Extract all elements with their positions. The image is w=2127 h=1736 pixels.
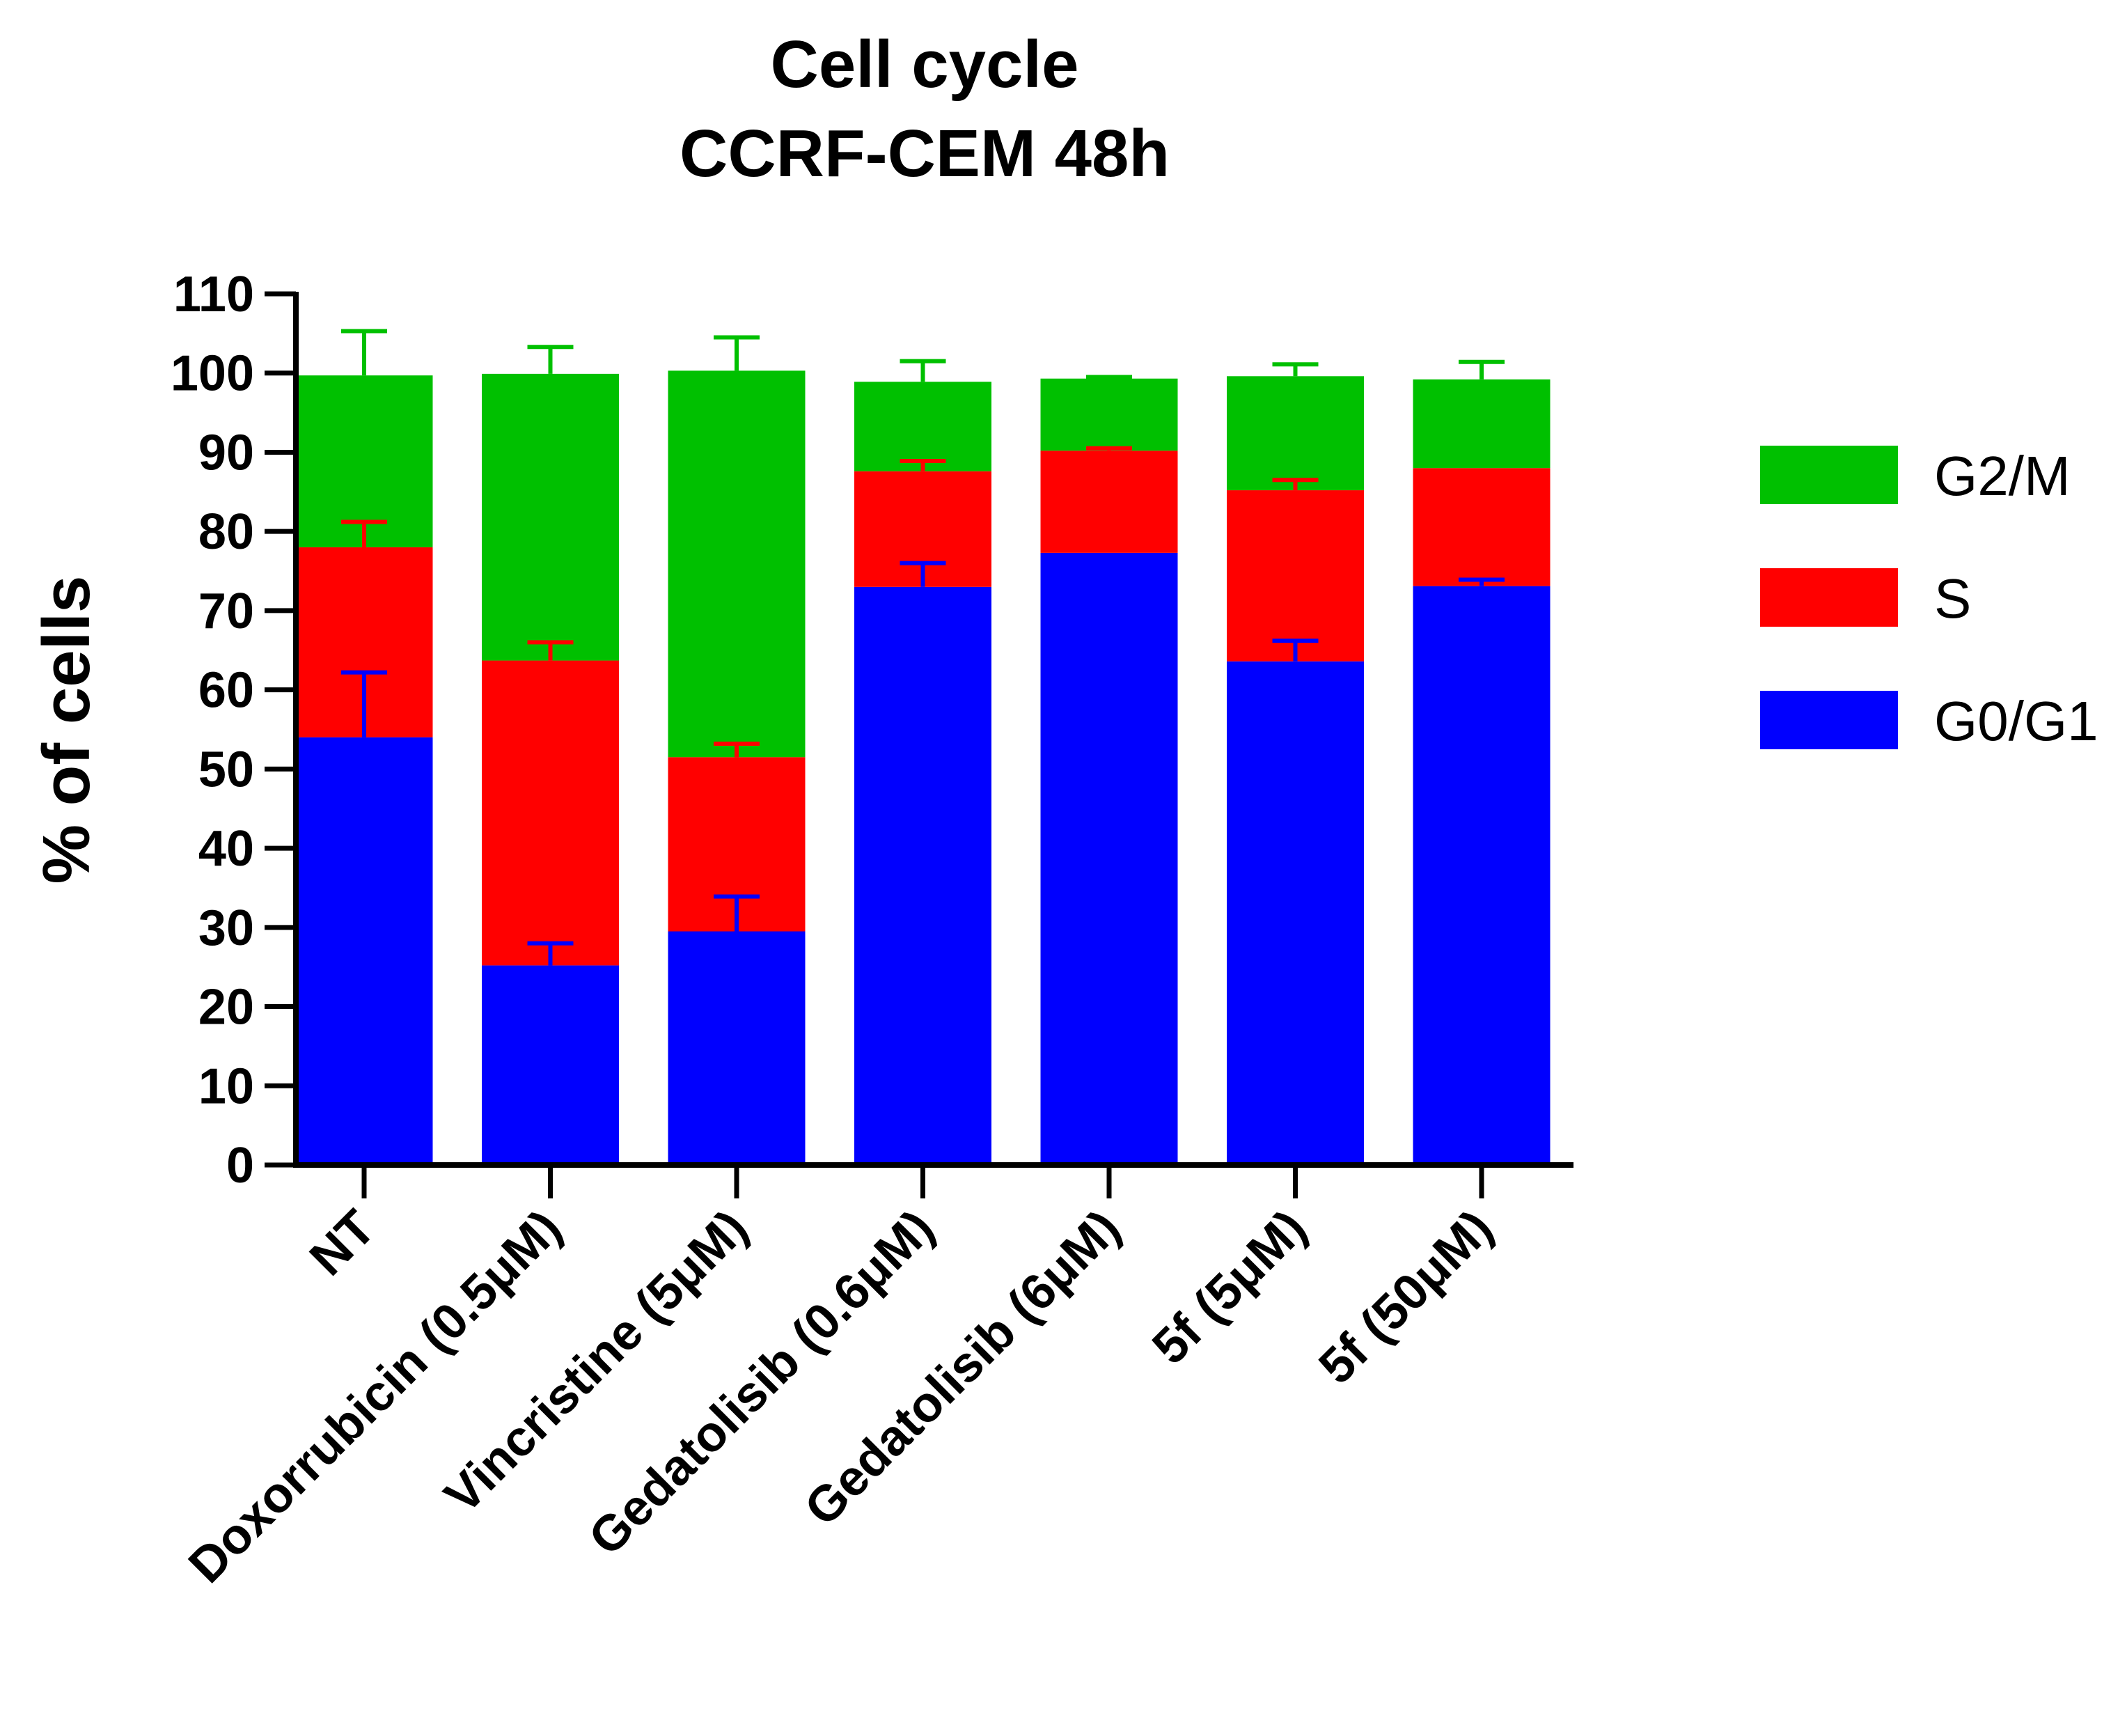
error-bars bbox=[341, 329, 1505, 966]
y-axis-label: % of cells bbox=[29, 576, 104, 884]
error-bar-g0-g1-5f-50-m bbox=[1459, 577, 1505, 586]
bar-g2-m-doxorrubicin-0-5-m bbox=[482, 373, 619, 661]
bar-g0-g1-5f-50-m bbox=[1413, 586, 1551, 1165]
legend-label-g0-g1: G0/G1 bbox=[1934, 690, 2098, 752]
error-bar-s-vincristine-5-m bbox=[714, 741, 760, 758]
x-tick-label-5f-50-m: 5f (50μM) bbox=[1308, 1200, 1503, 1395]
legend: G2/M S G0/G1 bbox=[1760, 445, 2098, 752]
y-axis-label-group: % of cells bbox=[29, 576, 104, 884]
y-tick-label: 0 bbox=[226, 1138, 254, 1194]
x-tick-label-vincristine-5-m: Vincristine (5μM) bbox=[434, 1200, 758, 1524]
y-tick-label: 30 bbox=[198, 900, 254, 956]
bar-g0-g1-nt bbox=[295, 737, 433, 1165]
bar-g2-m-gedatolisib-6-m bbox=[1040, 378, 1178, 451]
error-bar-s-gedatolisib-0-6-m bbox=[900, 458, 946, 471]
bar-g0-g1-doxorrubicin-0-5-m bbox=[482, 965, 619, 1165]
legend-item-s: S bbox=[1760, 568, 1971, 630]
error-bar-g0-g1-gedatolisib-0-6-m bbox=[900, 561, 946, 587]
chart-title-line: CCRF-CEM 48h bbox=[680, 116, 1170, 191]
y-tick-label: 100 bbox=[171, 346, 254, 402]
x-tick-label-doxorrubicin-0-5-m: Doxorrubicin (0.5μM) bbox=[178, 1200, 572, 1594]
axes bbox=[293, 292, 1573, 1168]
error-bar-g2-m-5f-5-m bbox=[1272, 362, 1319, 377]
y-tick-label: 110 bbox=[173, 267, 254, 322]
x-tick-label-gedatolisib-0-6-m: Gedatolisib (0.6μM) bbox=[579, 1200, 945, 1566]
bars bbox=[295, 370, 1551, 1165]
bar-g2-m-vincristine-5-m bbox=[668, 370, 806, 758]
bar-g0-g1-gedatolisib-6-m bbox=[1040, 552, 1178, 1165]
legend-swatch-g2-m bbox=[1760, 446, 1898, 504]
legend-item-g0-g1: G0/G1 bbox=[1760, 690, 2098, 752]
y-tick-label: 10 bbox=[198, 1058, 254, 1114]
x-tick-label-nt: NT bbox=[299, 1200, 386, 1286]
error-bar-g0-g1-nt bbox=[341, 670, 387, 737]
error-bar-g2-m-nt bbox=[341, 329, 387, 376]
legend-label-g2-m: G2/M bbox=[1934, 445, 2071, 507]
error-bar-g0-g1-vincristine-5-m bbox=[714, 894, 760, 932]
bar-s-5f-5-m bbox=[1227, 490, 1364, 662]
y-tick-label: 40 bbox=[198, 821, 254, 877]
legend-label-s: S bbox=[1934, 568, 1971, 630]
legend-swatch-g0-g1 bbox=[1760, 691, 1898, 749]
error-bar-g2-m-5f-50-m bbox=[1459, 359, 1505, 380]
y-tick-label: 60 bbox=[198, 663, 254, 719]
y-tick-label: 70 bbox=[198, 584, 254, 639]
legend-swatch-s bbox=[1760, 568, 1898, 627]
error-bar-s-gedatolisib-6-m bbox=[1086, 446, 1132, 451]
y-tick-label: 90 bbox=[198, 425, 254, 480]
bar-g2-m-gedatolisib-0-6-m bbox=[854, 382, 991, 471]
error-bar-s-5f-5-m bbox=[1272, 478, 1319, 491]
bar-s-5f-50-m bbox=[1413, 468, 1551, 586]
chart-title: Cell cycle CCRF-CEM 48h bbox=[680, 27, 1170, 191]
error-bar-g2-m-vincristine-5-m bbox=[714, 335, 760, 371]
error-bar-g2-m-doxorrubicin-0-5-m bbox=[527, 345, 574, 374]
error-bar-g0-g1-5f-5-m bbox=[1272, 639, 1319, 662]
bar-g2-m-5f-5-m bbox=[1227, 376, 1364, 491]
bar-g0-g1-5f-5-m bbox=[1227, 661, 1364, 1165]
x-tick-label-gedatolisib-6-m: Gedatolisib (6μM) bbox=[794, 1200, 1131, 1537]
y-tick-label: 50 bbox=[198, 742, 254, 797]
error-bar-g0-g1-doxorrubicin-0-5-m bbox=[527, 941, 574, 966]
error-bar-g2-m-gedatolisib-0-6-m bbox=[900, 359, 946, 382]
bar-s-gedatolisib-6-m bbox=[1040, 451, 1178, 553]
y-axis-ticks: 0 10 20 30 40 50 60 70 80 90 100 110 bbox=[171, 267, 296, 1194]
error-bar-s-nt bbox=[341, 519, 387, 547]
y-tick-label: 80 bbox=[198, 504, 254, 560]
bar-g2-m-5f-50-m bbox=[1413, 379, 1551, 469]
bar-g0-g1-gedatolisib-0-6-m bbox=[854, 586, 991, 1165]
bar-g0-g1-vincristine-5-m bbox=[668, 931, 806, 1165]
bar-g2-m-nt bbox=[295, 375, 433, 547]
error-bar-s-doxorrubicin-0-5-m bbox=[527, 640, 574, 661]
chart-title-line: Cell cycle bbox=[771, 27, 1079, 102]
x-tick-label-5f-5-m: 5f (5μM) bbox=[1142, 1200, 1317, 1375]
bar-s-doxorrubicin-0-5-m bbox=[482, 660, 619, 966]
error-bar-g2-m-gedatolisib-6-m bbox=[1086, 375, 1132, 380]
y-tick-label: 20 bbox=[198, 980, 254, 1035]
legend-item-g2-m: G2/M bbox=[1760, 445, 2071, 507]
